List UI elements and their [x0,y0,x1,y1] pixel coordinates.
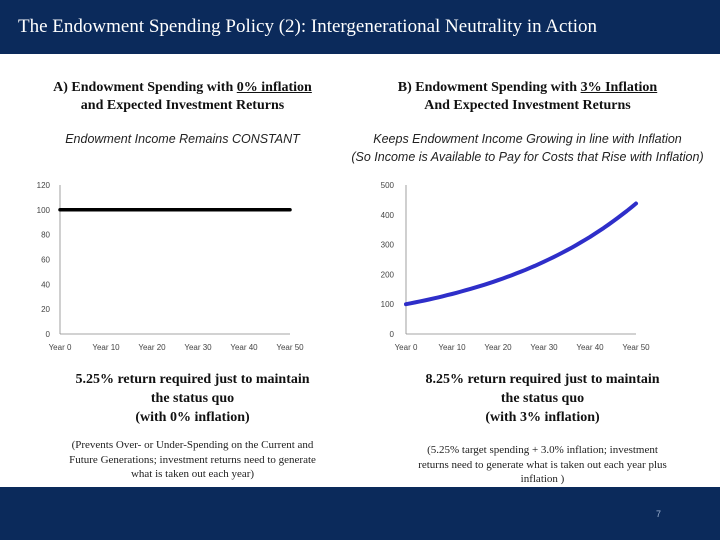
right-note-line3: inflation ) [520,473,565,485]
right-note-line2: returns need to generate what is taken o… [418,458,667,471]
left-chart-x-tick-label: Year 20 [138,343,166,352]
right-chart-x-tick-label: Year 20 [484,343,512,352]
right-title-underlined: 3% Inflation [580,80,658,95]
right-message-line1: 8.25% return required just to maintain [425,372,660,387]
right-subtitle-line1: Keeps Endowment Income Growing in line w… [373,132,682,146]
right-chart-y-tick-label: 400 [381,211,395,220]
left-message-line1: 5.25% return required just to maintain [75,372,310,387]
right-message: 8.25% return required just to maintain t… [370,370,715,427]
left-note: (Prevents Over- or Under-Spending on the… [20,438,365,482]
left-chart-x-tick-label: Year 50 [276,343,304,352]
left-panel-title: A) Endowment Spending with 0% inflation … [20,79,345,115]
right-chart-y-tick-label: 500 [381,181,395,190]
left-chart-y-tick-label: 100 [37,206,51,215]
right-subtitle: Keeps Endowment Income Growing in line w… [340,130,715,166]
left-title-prefix: A) Endowment Spending with [53,80,237,95]
left-message: 5.25% return required just to maintain t… [20,370,365,427]
slide-header: The Endowment Spending Policy (2): Inter… [0,0,720,54]
left-chart-y-tick-label: 60 [41,256,50,265]
left-note-line2: Future Generations; investment returns n… [69,453,316,466]
left-note-line3: what is taken out each year) [130,468,255,480]
right-chart-x-tick-label: Year 0 [395,343,418,352]
right-chart-y-tick-label: 300 [381,241,395,250]
right-message-line2: the status quo [500,391,585,406]
left-message-line2: the status quo [150,391,235,406]
page-number: 7 [656,509,662,519]
right-chart-series-line [404,201,638,307]
right-chart-y-tick-label: 200 [381,270,395,279]
left-chart-y-tick-label: 120 [37,181,51,190]
left-chart-x-tick-label: Year 30 [184,343,212,352]
left-title-line2: and Expected Investment Returns [80,98,285,113]
left-message-line3: (with 0% inflation) [135,410,250,425]
left-chart-x-tick-label: Year 0 [49,343,72,352]
left-chart-y-tick-label: 40 [41,280,50,289]
slide-footer: 7 [0,487,720,540]
left-chart-y-tick-label: 80 [41,231,50,240]
slide-title: The Endowment Spending Policy (2): Inter… [18,16,598,37]
right-chart-x-tick-label: Year 40 [576,343,604,352]
left-subtitle: Endowment Income Remains CONSTANT [65,132,300,146]
left-chart-x-tick-label: Year 10 [92,343,120,352]
right-chart-y-tick-label: 0 [390,330,395,339]
left-note-line1: (Prevents Over- or Under-Spending on the… [71,439,314,451]
right-subtitle-line2: (So Income is Available to Pay for Costs… [351,150,704,164]
left-chart-y-tick-label: 0 [46,330,51,339]
right-chart-x-tick-label: Year 30 [530,343,558,352]
right-title-prefix: B) Endowment Spending with [397,80,581,95]
right-message-line3: (with 3% inflation) [485,410,600,425]
left-chart-y-tick-label: 20 [41,305,50,314]
right-panel-title: B) Endowment Spending with 3% Inflation … [360,79,695,115]
right-title-line2: And Expected Investment Returns [424,98,631,113]
right-chart-x-tick-label: Year 50 [622,343,650,352]
right-chart-x-tick-label: Year 10 [438,343,466,352]
right-note: (5.25% target spending + 3.0% inflation;… [370,443,715,487]
right-note-line1: (5.25% target spending + 3.0% inflation;… [427,444,658,456]
left-chart-x-tick-label: Year 40 [230,343,258,352]
right-chart-y-tick-label: 100 [381,300,395,309]
left-title-underlined: 0% inflation [236,80,312,95]
